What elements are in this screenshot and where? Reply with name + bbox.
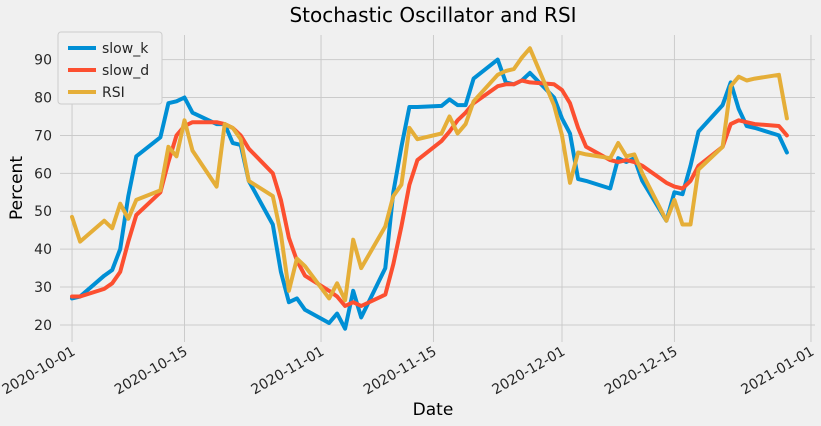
legend-label: RSI	[102, 85, 125, 101]
legend-label: slow_k	[102, 41, 149, 57]
y-tick-label: 30	[34, 280, 52, 296]
series-line-slow-d	[70, 78, 789, 308]
series-line-rsi	[70, 46, 789, 303]
legend-items: slow_k slow_d RSI	[68, 41, 149, 101]
y-axis-ticks: 20 30 40 50 60 70 80 90	[34, 53, 52, 334]
legend: slow_k slow_d RSI	[57, 31, 163, 105]
y-tick-label: 40	[34, 242, 52, 258]
y-tick-label: 90	[34, 53, 52, 69]
series-lines	[70, 46, 789, 331]
y-axis-label: Percent	[7, 156, 27, 220]
y-tick-label: 70	[34, 128, 52, 144]
chart-title: Stochastic Oscillator and RSI	[289, 3, 576, 27]
y-tick-label: 50	[34, 204, 52, 220]
y-tick-label: 20	[34, 318, 52, 334]
y-tick-label: 60	[34, 166, 52, 182]
y-tick-label: 80	[34, 91, 52, 107]
legend-label: slow_d	[102, 63, 149, 79]
x-axis-label: Date	[413, 400, 454, 420]
plot-area	[60, 35, 815, 342]
